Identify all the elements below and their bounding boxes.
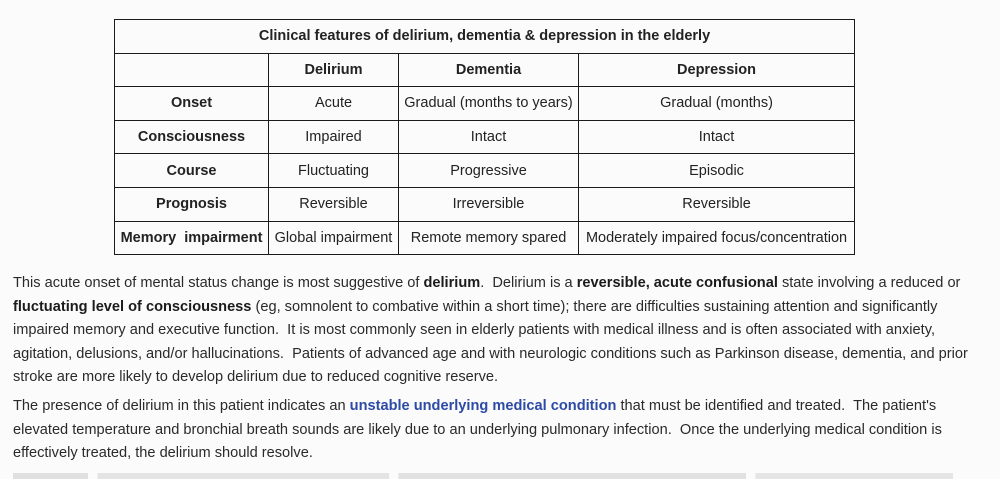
cell-dementia: Progressive bbox=[398, 153, 579, 188]
header-cell-depression: Depression bbox=[577, 52, 856, 88]
cell-depression: Intact bbox=[577, 119, 856, 155]
row-label: Consciousness bbox=[114, 119, 269, 155]
cell-dementia: Gradual (months to years) bbox=[398, 86, 579, 121]
text-run: state involving a reduced or bbox=[777, 275, 961, 291]
cell-depression: Moderately impaired focus/concentration bbox=[577, 220, 856, 256]
cut-off-text-line bbox=[13, 467, 953, 479]
table-row: Course Fluctuating Progressive Episodic bbox=[114, 153, 856, 188]
cell-depression: Reversible bbox=[577, 186, 856, 222]
table-title-row: Clinical features of delirium, dementia … bbox=[113, 19, 856, 54]
blurred-text-line bbox=[13, 473, 953, 479]
text-run: This acute onset of mental status change… bbox=[13, 275, 424, 291]
cell-delirium: Impaired bbox=[268, 119, 399, 155]
cell-dementia: Remote memory spared bbox=[398, 220, 579, 256]
table-header-row: Delirium Dementia Depression bbox=[114, 52, 856, 88]
clinical-features-table: Clinical features of delirium, dementia … bbox=[113, 19, 856, 256]
cell-delirium: Acute bbox=[268, 86, 399, 121]
text-run: (eg, somnolent to combative within a sho… bbox=[13, 298, 972, 386]
explanation-paragraph-2: The presence of delirium in this patient… bbox=[13, 395, 983, 466]
bold-term-delirium: delirium bbox=[423, 275, 481, 291]
table-row: Onset Acute Gradual (months to years) Gr… bbox=[114, 86, 856, 121]
cell-delirium: Global impairment bbox=[268, 220, 399, 256]
table-row: Memory impairment Global impairment Remo… bbox=[114, 220, 856, 256]
header-cell-dementia: Dementia bbox=[398, 52, 579, 88]
row-label: Memory impairment bbox=[114, 220, 269, 256]
cell-delirium: Fluctuating bbox=[268, 153, 399, 188]
explanation-paragraph-1: This acute onset of mental status change… bbox=[13, 272, 983, 390]
bold-term-fluctuating-consciousness: fluctuating level of consciousness bbox=[13, 298, 252, 315]
cell-dementia: Irreversible bbox=[398, 186, 579, 222]
cell-dementia: Intact bbox=[398, 119, 579, 155]
row-label: Prognosis bbox=[114, 186, 269, 222]
table-title: Clinical features of delirium, dementia … bbox=[113, 19, 856, 54]
cell-depression: Gradual (months) bbox=[577, 86, 856, 121]
text-run: that must be identified and treated. The… bbox=[13, 398, 946, 462]
cell-delirium: Reversible bbox=[268, 186, 399, 222]
header-cell-empty bbox=[114, 52, 269, 88]
text-run: The presence of delirium in this patient… bbox=[13, 398, 350, 414]
cell-depression: Episodic bbox=[577, 153, 856, 188]
bold-term-reversible-acute-confusional: reversible, acute confusional bbox=[576, 275, 778, 291]
table-row: Prognosis Reversible Irreversible Revers… bbox=[114, 186, 856, 222]
text-run: . Delirium is a bbox=[480, 275, 577, 291]
header-cell-delirium: Delirium bbox=[268, 52, 399, 88]
row-label: Onset bbox=[114, 86, 269, 121]
table-row: Consciousness Impaired Intact Intact bbox=[114, 119, 856, 155]
link-unstable-medical-condition[interactable]: unstable underlying medical condition bbox=[349, 398, 617, 414]
row-label: Course bbox=[114, 153, 269, 188]
